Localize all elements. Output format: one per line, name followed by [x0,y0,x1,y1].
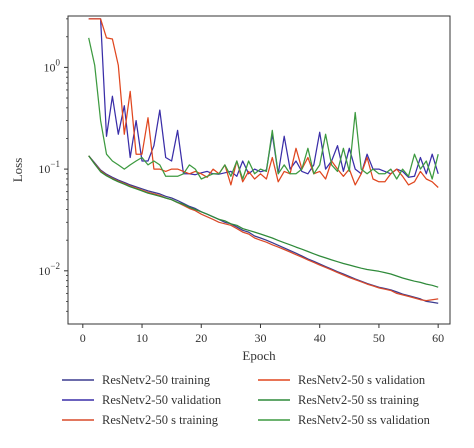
x-tick-label: 30 [254,331,266,345]
legend-label-5: ResNetv2-50 ss training [298,393,420,407]
legend: ResNetv2-50 training ResNetv2-50 validati… [62,373,431,427]
x-tick-label: 10 [136,331,148,345]
ticks-layer: 0 10 20 30 40 50 60 10−2 10−1 100 [38,18,444,345]
legend-label-3: ResNetv2-50 s training [102,413,219,427]
x-tick-label: 60 [432,331,444,345]
y-tick-label: 10−1 [38,159,60,176]
y-tick-label: 100 [44,57,61,74]
plot-frame [67,15,451,325]
legend-label-6: ResNetv2-50 ss validation [298,413,431,427]
legend-label-2: ResNetv2-50 validation [102,393,222,407]
series-line-6 [88,37,439,180]
series-layer [88,18,439,304]
x-tick-label: 50 [373,331,385,345]
y-tick-label: 10−2 [38,261,60,278]
x-tick-label: 0 [80,331,86,345]
series-line-1 [88,155,439,304]
x-tick-label: 20 [195,331,207,345]
series-line-3 [88,155,439,302]
series-line-2 [88,18,439,178]
x-axis-label: Epoch [242,348,276,363]
series-line-5 [88,155,439,288]
series-line-4 [88,18,439,188]
legend-label-1: ResNetv2-50 training [102,373,211,387]
x-tick-label: 40 [314,331,326,345]
y-axis-label: Loss [10,158,25,183]
legend-label-4: ResNetv2-50 s validation [298,373,426,387]
